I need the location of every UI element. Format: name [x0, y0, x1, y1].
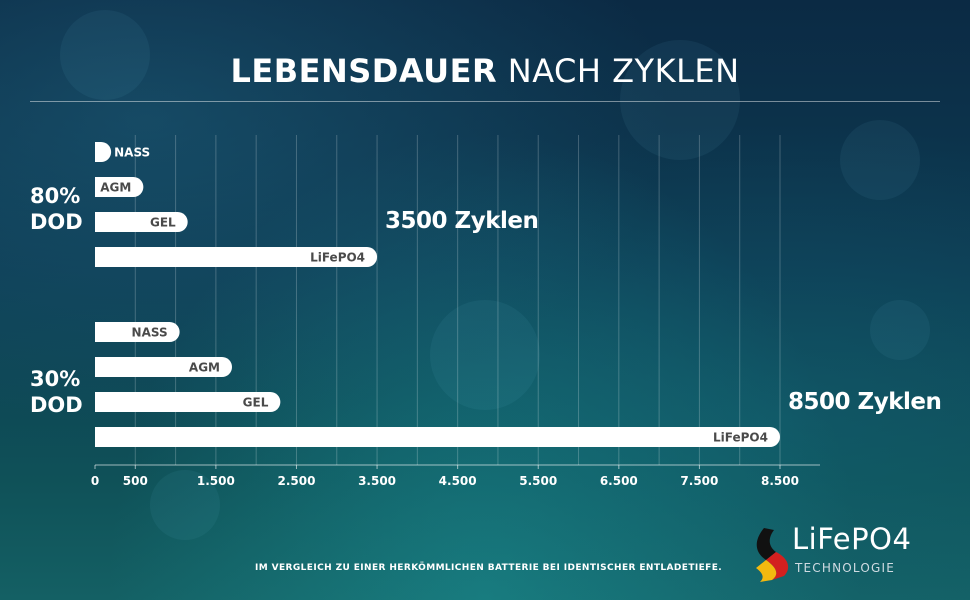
bar-label: AGM — [189, 361, 220, 375]
german-flag-swoosh-icon — [756, 528, 789, 582]
bar-label: LiFePO4 — [713, 431, 768, 445]
group-label-line2: DOD — [30, 210, 83, 234]
bar — [95, 247, 378, 267]
x-tick-label: 6.500 — [600, 474, 638, 488]
group-label-line1: 30% — [30, 367, 81, 391]
bar-label: AGM — [100, 181, 131, 195]
logo-name: LiFePO4 — [792, 522, 912, 556]
bar — [95, 212, 188, 232]
title-bold: LEBENSDAUER — [230, 52, 498, 90]
bar — [95, 142, 112, 162]
bokeh-decor — [840, 120, 920, 200]
x-tick-label: 1.500 — [197, 474, 235, 488]
x-tick-label: 3.500 — [358, 474, 396, 488]
logo-subtitle: TECHNOLOGIE — [795, 561, 896, 575]
bar — [95, 357, 232, 377]
footnote: IM VERGLEICH ZU EINER HERKÖMMLICHEN BATT… — [255, 563, 723, 573]
x-tick-label: 8.500 — [761, 474, 799, 488]
x-tick-label: 4.500 — [439, 474, 477, 488]
bokeh-decor — [60, 10, 150, 100]
bar-label: GEL — [243, 396, 269, 410]
group-label-30: 30% DOD — [30, 366, 83, 418]
bar — [95, 392, 281, 412]
annotation-8500: 8500 Zyklen — [788, 389, 942, 415]
x-tick-label: 7.500 — [680, 474, 718, 488]
bokeh-decor — [430, 300, 540, 410]
bar — [95, 322, 180, 342]
title-divider — [30, 101, 940, 102]
group-label-line2: DOD — [30, 393, 83, 417]
bokeh-decor — [870, 300, 930, 360]
group-label-80: 80% DOD — [30, 183, 83, 235]
x-tick-label: 500 — [123, 474, 148, 488]
x-tick-label: 5.500 — [519, 474, 557, 488]
bar — [95, 177, 144, 197]
x-tick-label: 2.500 — [277, 474, 315, 488]
title-light: NACH ZYKLEN — [507, 52, 740, 90]
bar-label: NASS — [114, 146, 150, 160]
chart-title: LEBENSDAUER NACH ZYKLEN — [0, 52, 970, 90]
annotation-3500: 3500 Zyklen — [385, 208, 539, 234]
group-label-line1: 80% — [30, 184, 81, 208]
bokeh-decor — [620, 40, 740, 160]
x-tick-label: 0 — [91, 474, 99, 488]
bar — [95, 427, 780, 447]
bokeh-decor — [150, 470, 220, 540]
bar-label: GEL — [150, 216, 176, 230]
bar-label: NASS — [132, 326, 168, 340]
bar-label: LiFePO4 — [310, 251, 365, 265]
